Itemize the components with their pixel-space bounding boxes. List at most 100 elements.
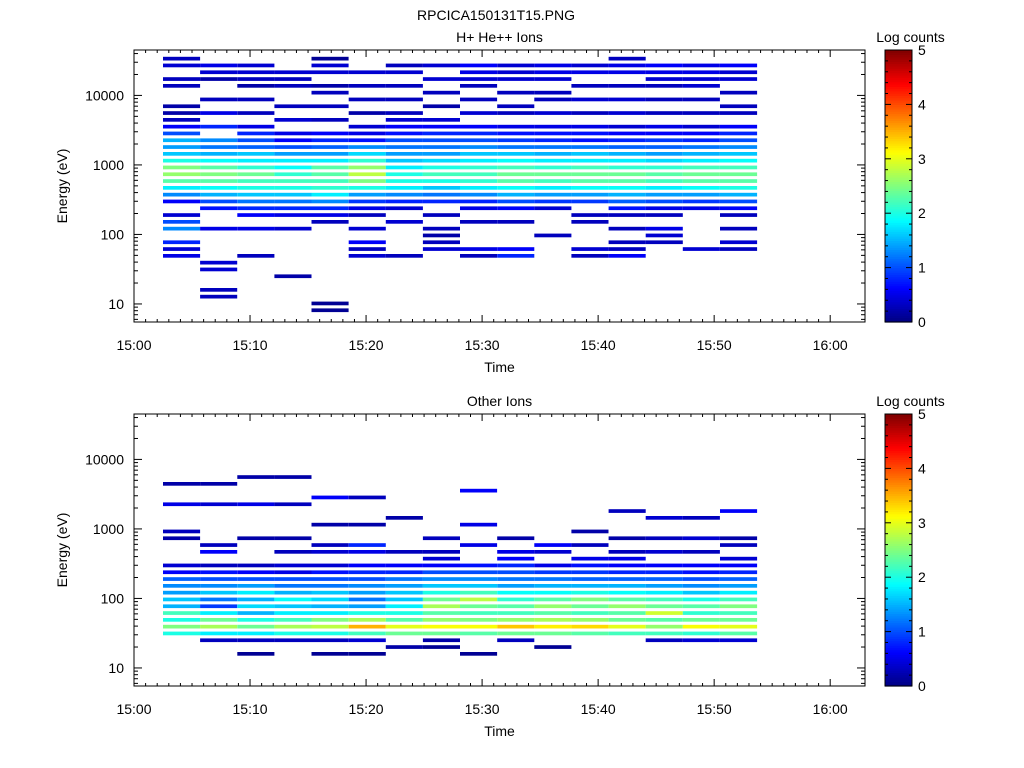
colorbar-tick-label: 1	[918, 624, 926, 640]
heatmap-cell	[645, 590, 683, 595]
heatmap-cell	[682, 618, 720, 622]
heatmap-cell	[422, 165, 460, 170]
heatmap-cell	[571, 186, 609, 190]
colorbar-swatch	[885, 95, 912, 99]
heatmap-cell	[497, 611, 535, 615]
colorbar-swatch	[885, 561, 912, 565]
heatmap-cell	[571, 584, 609, 588]
x-tick-label: 15:20	[349, 701, 384, 717]
heatmap-cell	[534, 550, 572, 554]
heatmap-cell	[534, 199, 572, 204]
colorbar-swatch	[885, 197, 912, 201]
heatmap-cell	[497, 111, 535, 115]
heatmap-cell	[497, 145, 535, 149]
heatmap-cell	[385, 604, 423, 609]
heatmap-cell	[422, 570, 460, 575]
colorbar-swatch	[885, 294, 912, 298]
heatmap-cell	[274, 611, 312, 615]
heatmap-cell	[385, 618, 423, 622]
heatmap-cell	[720, 124, 758, 129]
heatmap-cell	[385, 63, 423, 68]
heatmap-cell	[422, 550, 460, 554]
colorbar-swatch	[885, 676, 912, 680]
heatmap-cell	[385, 624, 423, 629]
colorbar-swatch	[885, 288, 912, 291]
colorbar-swatch	[885, 493, 912, 497]
x-tick-label: 15:30	[465, 701, 500, 717]
heatmap-cell	[348, 247, 386, 251]
heatmap-cell	[163, 152, 201, 156]
heatmap-cell	[571, 124, 609, 129]
heatmap-cell	[645, 516, 683, 520]
y-axis-label: Energy (eV)	[54, 149, 70, 224]
heatmap-cell	[422, 611, 460, 615]
heatmap-cell	[200, 179, 238, 183]
heatmap-cell	[274, 213, 312, 217]
colorbar-swatch	[885, 63, 912, 67]
heatmap-cell	[608, 56, 646, 61]
heatmap-cell	[460, 597, 498, 602]
heatmap-cell	[348, 199, 386, 204]
heatmap-cell	[422, 597, 460, 602]
heatmap-cell	[608, 138, 646, 143]
heatmap-cell	[200, 294, 238, 299]
heatmap-cell	[460, 652, 498, 656]
heatmap-cell	[348, 192, 386, 197]
heatmap-cell	[571, 570, 609, 575]
colorbar-swatch	[885, 256, 912, 260]
heatmap-cell	[534, 63, 572, 68]
heatmap-cell	[163, 158, 201, 163]
heatmap-cell	[534, 611, 572, 615]
heatmap-cell	[311, 192, 349, 197]
heatmap-cell	[237, 570, 275, 575]
heatmap-cell	[460, 192, 498, 197]
colorbar-swatch	[885, 645, 912, 649]
heatmap-cell	[348, 254, 386, 258]
heatmap-cell	[422, 77, 460, 81]
colorbar-swatch	[885, 242, 912, 246]
heatmap-cell	[422, 131, 460, 136]
heatmap-cell	[571, 172, 609, 177]
heatmap-cell	[720, 192, 758, 197]
heatmap-cell	[274, 563, 312, 568]
colorbar-swatch	[885, 511, 912, 515]
heatmap-cell	[682, 84, 720, 88]
heatmap-cell	[163, 179, 201, 183]
heatmap-cell	[460, 145, 498, 149]
heatmap-cell	[682, 604, 720, 609]
heatmap-cell	[163, 577, 201, 581]
colorbar-swatch	[885, 640, 912, 644]
colorbar-swatch	[885, 215, 912, 219]
heatmap-cell	[608, 590, 646, 595]
heatmap-cell	[348, 604, 386, 609]
heatmap-cell	[348, 145, 386, 149]
heatmap-cell	[237, 70, 275, 75]
heatmap-cell	[200, 97, 238, 102]
heatmap-cell	[645, 618, 683, 622]
heatmap-cell	[163, 618, 201, 622]
heatmap-cell	[571, 247, 609, 251]
heatmap-cell	[422, 192, 460, 197]
heatmap-cell	[645, 604, 683, 609]
heatmap-cell	[534, 570, 572, 575]
heatmap-cell	[608, 158, 646, 163]
heatmap-cell	[237, 577, 275, 581]
y-axis: 10 100 1000 10000	[85, 53, 865, 320]
colorbar-swatch	[885, 183, 912, 187]
colorbar-swatch	[885, 647, 912, 651]
heatmap-cell	[311, 56, 349, 61]
heatmap-cell	[720, 618, 758, 622]
heatmap-cell	[460, 543, 498, 547]
heatmap-cell	[311, 158, 349, 163]
heatmap-cell	[497, 70, 535, 75]
colorbar-swatch	[885, 513, 912, 517]
colorbar-swatch	[885, 260, 912, 264]
colorbar-swatch	[885, 249, 912, 253]
heatmap-cell	[422, 584, 460, 588]
colorbar-swatch	[885, 618, 912, 621]
heatmap-cell	[200, 604, 238, 609]
heatmap-cell	[311, 186, 349, 190]
colorbar-swatch	[885, 224, 912, 228]
heatmap-cell	[534, 111, 572, 115]
